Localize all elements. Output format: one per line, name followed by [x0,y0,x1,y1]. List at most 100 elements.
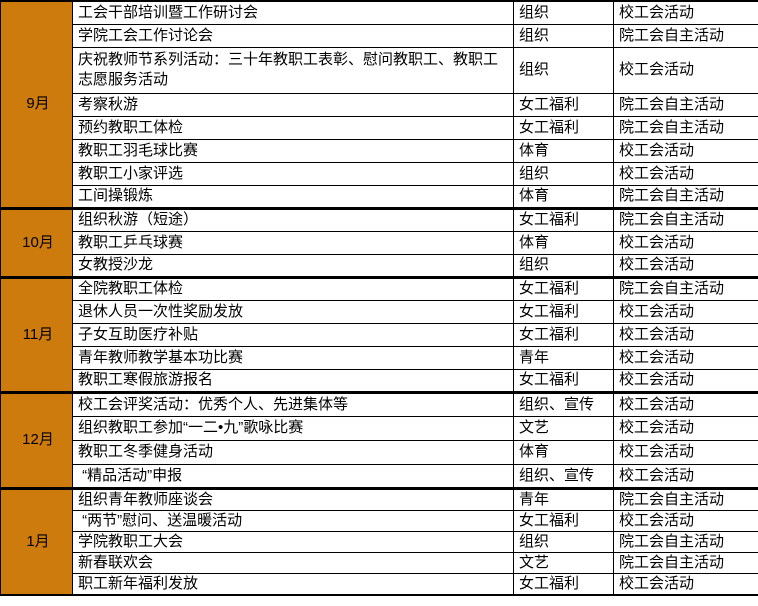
table-row: 庆祝教师节系列活动：三十年教职工表彰、慰问教职工、教职工志愿服务活动 组织 校工… [1,46,758,94]
category-cell: 组织、宣传 [513,463,614,489]
month-cell-september: 9月 [0,1,73,209]
table-row: 工间操锻炼 体育 院工会自主活动 [1,184,758,209]
table-row: 考察秋游 女工福利 院工会自主活动 [1,92,758,117]
type-cell: 校工会活动 [613,1,758,25]
activity-cell: 教职工寒假旅游报名 [72,368,514,393]
activity-cell: 校工会评奖活动：优秀个人、先进集体等 [72,390,514,417]
type-cell: 校工会活动 [613,439,758,465]
type-cell: 校工会活动 [613,415,758,441]
table-row: 预约教职工体检 女工福利 院工会自主活动 [1,115,758,140]
table-row: 组织教职工参加“一二•九”歌咏比赛 文艺 校工会活动 [1,415,758,441]
table-row: “两节”慰问、送温暖活动 女工福利 校工会活动 [1,509,758,532]
table-row: 女教授沙龙 组织 校工会活动 [1,253,758,278]
month-cell-november: 11月 [0,275,73,393]
activity-cell: 新春联欢会 [72,551,514,574]
activity-cell: 组织青年教师座谈会 [72,486,514,511]
type-cell: 院工会自主活动 [613,206,758,232]
category-cell: 女工福利 [513,206,614,232]
category-cell: 体育 [513,230,614,255]
table-row: 青年教师教学基本功比赛 青年 校工会活动 [1,345,758,370]
type-cell: 校工会活动 [613,509,758,532]
type-cell: 院工会自主活动 [613,23,758,48]
month-cell-october: 10月 [0,206,73,278]
table-row: 子女互助医疗补贴 女工福利 校工会活动 [1,322,758,347]
table-row: 教职工乒乓球赛 体育 校工会活动 [1,230,758,255]
activity-cell: 教职工乒乓球赛 [72,230,514,255]
type-cell: 校工会活动 [613,299,758,324]
category-cell: 组织 [513,161,614,186]
activity-cell: 预约教职工体检 [72,115,514,140]
type-cell: 院工会自主活动 [613,275,758,301]
category-cell: 女工福利 [513,509,614,532]
activity-cell: 学院工会工作讨论会 [72,23,514,48]
table-row: 学院工会工作讨论会 组织 院工会自主活动 [1,23,758,48]
category-cell: 组织 [513,46,614,94]
category-cell: 女工福利 [513,572,614,595]
type-cell: 校工会活动 [613,230,758,255]
type-cell: 校工会活动 [613,46,758,94]
month-cell-january: 1月 [0,486,73,595]
category-cell: 组织、宣传 [513,390,614,417]
activity-cell: “精品活动”申报 [72,463,514,489]
activity-cell: 全院教职工体检 [72,275,514,301]
category-cell: 组织 [513,23,614,48]
type-cell: 院工会自主活动 [613,115,758,140]
category-cell: 组织 [513,530,614,553]
type-cell: 院工会自主活动 [613,486,758,511]
activity-cell: 教职工羽毛球比赛 [72,138,514,163]
activity-cell: 教职工小家评选 [72,161,514,186]
category-cell: 女工福利 [513,275,614,301]
type-cell: 校工会活动 [613,138,758,163]
table-row: 教职工寒假旅游报名 女工福利 校工会活动 [1,368,758,393]
activity-cell: 学院教职工大会 [72,530,514,553]
category-cell: 体育 [513,439,614,465]
table-row: 1月 组织青年教师座谈会 青年 院工会自主活动 [0,486,758,595]
category-cell: 女工福利 [513,322,614,347]
type-cell: 校工会活动 [613,253,758,278]
month-cell-december: 12月 [0,390,73,489]
type-cell: 校工会活动 [613,322,758,347]
category-cell: 女工福利 [513,368,614,393]
type-cell: 校工会活动 [613,345,758,370]
category-cell: 女工福利 [513,115,614,140]
table-row: 学院教职工大会 组织 院工会自主活动 [1,530,758,553]
activity-cell: 职工新年福利发放 [72,572,514,595]
table-row: 教职工小家评选 组织 校工会活动 [1,161,758,186]
category-cell: 体育 [513,184,614,209]
activity-cell: 组织教职工参加“一二•九”歌咏比赛 [72,415,514,441]
category-cell: 女工福利 [513,92,614,117]
type-cell: 校工会活动 [613,368,758,393]
type-cell: 院工会自主活动 [613,530,758,553]
activity-cell: 青年教师教学基本功比赛 [72,345,514,370]
table-row: 9月 工会干部培训暨工作研讨会 组织 校工会活动 [0,1,758,209]
type-cell: 校工会活动 [613,572,758,595]
type-cell: 院工会自主活动 [613,551,758,574]
activity-cell: 考察秋游 [72,92,514,117]
activity-cell: 组织秋游（短途） [72,206,514,232]
activity-cell: 女教授沙龙 [72,253,514,278]
table-row: 11月 全院教职工体检 女工福利 院工会自主活动 [0,275,758,393]
category-cell: 文艺 [513,415,614,441]
category-cell: 青年 [513,345,614,370]
table-row: 教职工冬季健身活动 体育 校工会活动 [1,439,758,465]
activity-cell: 子女互助医疗补贴 [72,322,514,347]
activity-cell: 工间操锻炼 [72,184,514,209]
category-cell: 文艺 [513,551,614,574]
table-row: “精品活动”申报 组织、宣传 校工会活动 [1,463,758,489]
category-cell: 体育 [513,138,614,163]
category-cell: 女工福利 [513,299,614,324]
activity-cell: 庆祝教师节系列活动：三十年教职工表彰、慰问教职工、教职工志愿服务活动 [72,46,514,94]
table-row: 教职工羽毛球比赛 体育 校工会活动 [1,138,758,163]
activity-cell: 退休人员一次性奖励发放 [72,299,514,324]
type-cell: 院工会自主活动 [613,92,758,117]
activity-cell: 教职工冬季健身活动 [72,439,514,465]
type-cell: 校工会活动 [613,463,758,489]
table-row: 10月 组织秋游（短途） 女工福利 院工会自主活动 [0,206,758,278]
category-cell: 组织 [513,1,614,25]
type-cell: 院工会自主活动 [613,184,758,209]
table-row: 职工新年福利发放 女工福利 校工会活动 [1,572,758,595]
activity-cell: “两节”慰问、送温暖活动 [72,509,514,532]
table-row: 退休人员一次性奖励发放 女工福利 校工会活动 [1,299,758,324]
type-cell: 校工会活动 [613,161,758,186]
